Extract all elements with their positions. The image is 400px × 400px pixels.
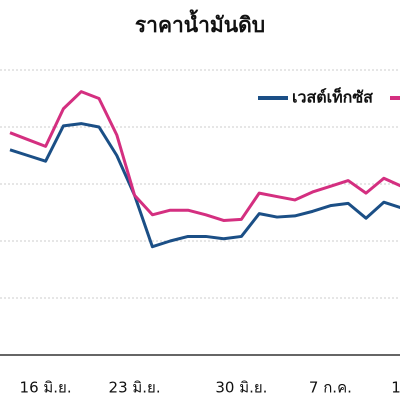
- series-line: [9, 90, 400, 222]
- x-tick-label: 16 มิ.ย.: [20, 379, 72, 397]
- series-line: [9, 122, 400, 249]
- x-tick-label: 1: [391, 379, 400, 397]
- legend-label: เวสต์เท็กซัส: [292, 86, 373, 107]
- x-tick-label: 23 มิ.ย.: [109, 379, 161, 397]
- x-tick-label: 7 ก.ค.: [309, 379, 352, 397]
- chart-title: ราคาน้ำมันดิบ: [135, 9, 265, 37]
- x-tick-label: 30 มิ.ย.: [215, 379, 267, 397]
